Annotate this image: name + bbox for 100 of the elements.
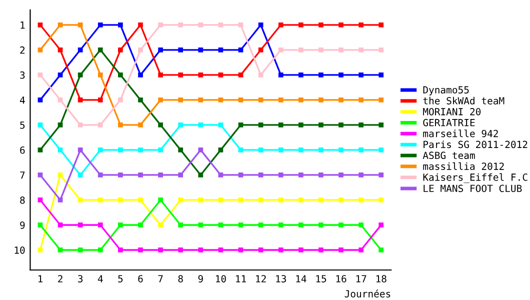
point [298, 198, 304, 202]
point [58, 122, 63, 128]
point [118, 72, 123, 78]
point [358, 72, 364, 78]
legend-label: ASBG team [422, 152, 475, 160]
x-tick-label: 10 [216, 275, 226, 282]
point [378, 47, 384, 52]
point [158, 22, 163, 28]
point [338, 72, 344, 78]
point [38, 98, 43, 102]
point [198, 222, 204, 228]
point [338, 98, 344, 102]
point [78, 148, 83, 152]
point [218, 222, 224, 228]
y-tick-label: 5 [20, 122, 25, 129]
point [298, 148, 304, 152]
point [238, 172, 244, 178]
point [258, 198, 264, 202]
point [198, 98, 204, 102]
point [38, 172, 43, 178]
point [198, 47, 204, 52]
point [158, 248, 163, 252]
point [358, 22, 364, 28]
point [338, 148, 344, 152]
point [158, 47, 163, 52]
point [118, 47, 123, 52]
point [278, 122, 284, 128]
point [318, 172, 324, 178]
legend-label: MORIANI 20 [423, 108, 481, 116]
point [198, 248, 204, 252]
point [338, 248, 344, 252]
point [78, 222, 83, 228]
x-tick-label: 4 [98, 275, 103, 282]
point [298, 172, 304, 178]
point [138, 222, 143, 228]
point [78, 22, 83, 28]
point [158, 222, 163, 228]
point [158, 148, 163, 152]
point [58, 172, 63, 178]
point [98, 72, 103, 78]
x-tick-label: 2 [58, 275, 62, 282]
point [278, 98, 284, 102]
point [358, 172, 364, 178]
x-tick-label: 9 [198, 275, 203, 282]
point [318, 47, 324, 52]
point [358, 248, 364, 252]
point [78, 47, 83, 52]
point [298, 47, 304, 52]
x-tick-label: 11 [236, 275, 246, 282]
point [158, 72, 163, 78]
point [278, 248, 284, 252]
point [78, 248, 83, 252]
point [38, 148, 43, 152]
point [258, 72, 264, 78]
point [338, 122, 344, 128]
y-tick-label: 4 [20, 96, 25, 104]
point [138, 47, 143, 52]
x-tick-label: 8 [178, 275, 183, 282]
point [218, 148, 224, 152]
point [298, 248, 304, 252]
point [198, 122, 204, 128]
point [318, 222, 324, 228]
point [98, 148, 103, 152]
point [238, 198, 244, 202]
point [258, 47, 264, 52]
x-tick-label: 1 [38, 275, 43, 282]
point [378, 148, 384, 152]
point [58, 47, 63, 52]
x-tick-label: 3 [78, 275, 83, 282]
point [378, 72, 384, 78]
point [298, 98, 304, 102]
point [238, 47, 244, 52]
y-tick-label: 2 [20, 46, 25, 54]
point [238, 122, 244, 128]
point [118, 148, 123, 152]
point [358, 222, 364, 228]
x-tick-label: 18 [376, 275, 386, 282]
point [338, 198, 344, 202]
y-tick-label: 6 [20, 146, 25, 154]
legend-label: GERIATRIE [423, 118, 475, 126]
y-tick-label: 8 [20, 196, 25, 204]
y-tick-label: 9 [20, 221, 25, 229]
point [58, 198, 63, 202]
point [178, 122, 184, 128]
point [278, 72, 284, 78]
point [98, 222, 103, 228]
point [198, 72, 204, 78]
point [378, 22, 384, 28]
point [238, 22, 244, 28]
point [118, 122, 123, 128]
point [138, 172, 143, 178]
point [238, 98, 244, 102]
point [258, 172, 264, 178]
point [238, 148, 244, 152]
point [118, 22, 123, 28]
point [138, 72, 143, 78]
x-tick-label: 12 [256, 275, 266, 282]
point [218, 122, 224, 128]
legend-label: marseille 942 [423, 130, 498, 138]
point [258, 148, 264, 152]
